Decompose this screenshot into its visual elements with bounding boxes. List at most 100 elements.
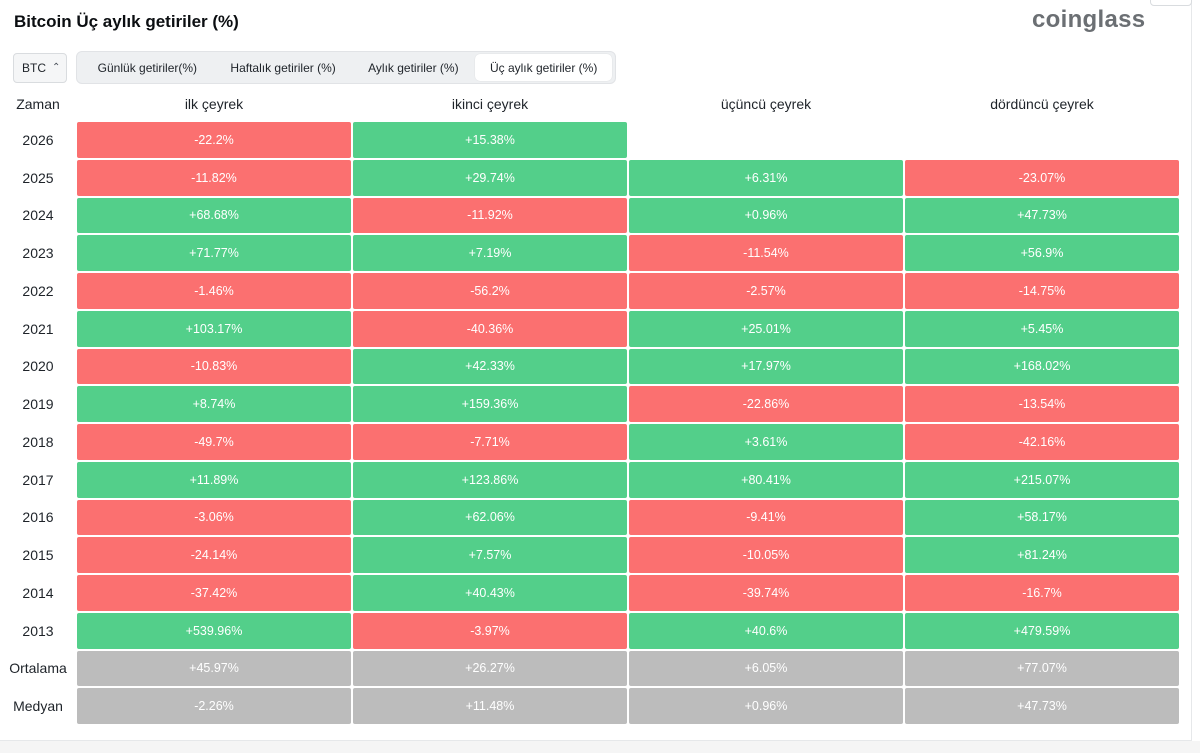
brand-logo: coinglass [1032,6,1146,33]
return-cell: -1.46% [77,273,351,309]
return-cell: -10.83% [77,348,351,385]
table-row: 2021 +103.17% -40.36% +25.01% +5.45% [0,310,1180,348]
return-cell: -42.16% [905,424,1179,460]
page-title: Bitcoin Üç aylık getiriler (%) [14,12,239,31]
table-row: 2023 +71.77% +7.19% -11.54% +56.9% [0,234,1180,272]
column-header-time: Zaman [16,95,60,112]
column-header-q1: ilk çeyrek [184,95,244,112]
return-cell: +58.17% [905,499,1179,536]
return-cell [629,122,903,158]
return-cell: -40.36% [353,310,627,347]
return-cell: -11.54% [629,235,903,271]
row-label: 2024 [22,207,54,224]
updown-chevron-icon: ⌃ [52,62,61,73]
return-cell: -7.71% [353,424,627,460]
coin-select[interactable]: BTC ⌃ [13,53,67,83]
return-cell: +6.05% [629,650,903,687]
return-cell: -3.97% [353,612,627,649]
row-label: 2015 [22,547,54,564]
row-label: 2023 [22,245,54,262]
row-label: 2025 [22,169,54,186]
table-row: 2026 -22.2% +15.38% [0,121,1180,159]
return-cell: +40.43% [353,575,627,611]
return-cell: -37.42% [77,575,351,611]
return-cell: +40.6% [629,612,903,649]
return-cell: -24.14% [77,537,351,573]
return-cell: -23.07% [905,159,1179,196]
return-cell: +42.33% [353,348,627,385]
row-label: 2020 [22,358,54,375]
row-label: 2017 [22,471,54,488]
return-cell: +159.36% [353,386,627,422]
return-cell: +123.86% [353,461,627,498]
row-label: 2016 [22,509,54,526]
return-cell: +11.89% [77,461,351,498]
return-cell: +0.96% [629,197,903,234]
return-cell: -49.7% [77,424,351,460]
table-body: 2026 -22.2% +15.38% 2025 -11.82% +29.74% +6.31… [0,121,1180,725]
return-cell: +215.07% [905,461,1179,498]
table-row: 2015 -24.14% +7.57% -10.05% +81.24% [0,536,1180,574]
table-row: 2022 -1.46% -56.2% -2.57% -14.75% [0,272,1180,310]
table-row: 2014 -37.42% +40.43% -39.74% -16.7% [0,574,1180,612]
row-label: 2022 [22,282,54,299]
return-cell: +77.07% [905,650,1179,687]
return-cell: +5.45% [905,310,1179,347]
return-cell: +15.38% [353,122,627,158]
return-cell: -14.75% [905,273,1179,309]
summary-row: Medyan -2.26% +11.48% +0.96% +47.73% [0,687,1180,725]
tab-daily-returns[interactable]: Günlük getiriler(%) [97,60,198,75]
row-label: 2026 [22,131,54,148]
return-cell: -9.41% [629,499,903,536]
return-cell: -56.2% [353,273,627,309]
return-cell: +479.59% [905,612,1179,649]
row-label: 2019 [22,396,54,413]
return-cell: +103.17% [77,310,351,347]
tab-quarterly-returns[interactable]: Üç aylık getiriler (%) [475,54,612,81]
return-cell: -11.82% [77,159,351,196]
return-cell: +80.41% [629,461,903,498]
return-cell: -10.05% [629,537,903,573]
return-cell: +3.61% [629,424,903,460]
table-row: 2019 +8.74% +159.36% -22.86% -13.54% [0,385,1180,423]
table-row: 2013 +539.96% -3.97% +40.6% +479.59% [0,612,1180,650]
return-cell: +17.97% [629,348,903,385]
page-frame: Bitcoin Üç aylık getiriler (%) coinglass… [0,0,1192,741]
column-header-q4: dördüncü çeyrek [990,95,1094,112]
row-label: 2014 [22,584,54,601]
return-cell: +71.77% [77,235,351,271]
return-cell: -2.26% [77,688,351,724]
tab-weekly-returns[interactable]: Haftalık getiriler (%) [230,60,336,75]
return-cell: +47.73% [905,197,1179,234]
row-label: Medyan [13,698,63,715]
return-cell: +47.73% [905,688,1179,724]
return-cell [905,122,1179,158]
table-row: 2020 -10.83% +42.33% +17.97% +168.02% [0,348,1180,386]
return-cell: +11.48% [353,688,627,724]
return-cell: -22.86% [629,386,903,422]
corner-control[interactable] [1150,0,1192,6]
column-header-q2: ikinci çeyrek [451,95,529,112]
return-cell: +56.9% [905,235,1179,271]
return-cell: -13.54% [905,386,1179,422]
tab-monthly-returns[interactable]: Aylık getiriler (%) [368,60,459,75]
return-cell: +168.02% [905,348,1179,385]
return-cell: +7.19% [353,235,627,271]
return-cell: +81.24% [905,537,1179,573]
return-cell: +6.31% [629,159,903,196]
return-cell: -39.74% [629,575,903,611]
return-cell: -22.2% [77,122,351,158]
return-cell: -3.06% [77,499,351,536]
return-cell: +68.68% [77,197,351,234]
return-cell: -11.92% [353,197,627,234]
return-cell: +29.74% [353,159,627,196]
row-label: 2021 [22,320,54,337]
return-cell: +539.96% [77,612,351,649]
return-cell: +45.97% [77,650,351,687]
column-header-q3: üçüncü çeyrek [720,95,812,112]
table-row: 2025 -11.82% +29.74% +6.31% -23.07% [0,159,1180,197]
return-cell: +7.57% [353,537,627,573]
returns-table: Zaman ilk çeyrek ikinci çeyrek üçüncü çe… [0,86,1180,725]
coin-select-value: BTC [22,61,46,75]
table-row: 2018 -49.7% -7.71% +3.61% -42.16% [0,423,1180,461]
